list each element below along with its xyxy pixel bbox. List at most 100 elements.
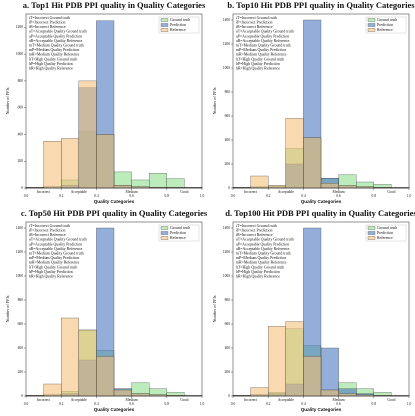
legend-label: Reference <box>377 236 393 240</box>
panel: a. Top1 Hit PDB PPI quality in Quality C… <box>5 0 206 204</box>
category-label: Good <box>180 190 188 194</box>
panel-title: b. Top10 Hit PDB PPI quality in Quality … <box>227 0 415 10</box>
y-tick-label: 800 <box>225 90 231 94</box>
y-tick-label: 200 <box>18 370 24 374</box>
x-tick-label: 1.0 <box>407 402 412 406</box>
y-tick-label: 1400 <box>16 226 23 230</box>
key-entry: iR=Incorrect Reference <box>236 25 273 29</box>
panel: c. Top50 Hit PDB PPI quality in Quality … <box>5 208 208 412</box>
legend-box <box>365 16 407 34</box>
plot-frame <box>25 13 203 189</box>
bar <box>113 389 132 397</box>
key-entry: aP=Acceptable Quality Prediction <box>236 242 289 246</box>
y-tick-label: 1000 <box>16 52 23 56</box>
y-axis-label: Number of PPIs <box>5 295 10 322</box>
key-entry: aT=Acceptable Quality Ground truth <box>236 238 294 242</box>
panel-title: a. Top1 Hit PDB PPI quality in Quality C… <box>23 0 206 10</box>
category-label: Medium <box>333 398 345 402</box>
y-tick-label: 600 <box>18 322 24 326</box>
legend-label: Reference <box>170 28 186 32</box>
legend-swatch <box>160 226 169 230</box>
legend-label: Prediction <box>170 23 186 27</box>
panel-title: d. Top100 Hit PDB PPI quality in Quality… <box>225 208 415 218</box>
key-entry: hR=High Quality Reference <box>29 274 73 278</box>
x-tick-label: 0.0 <box>24 402 29 406</box>
y-tick-label: 1200 <box>223 42 230 46</box>
key-entry: iT=Incorrect Ground truth <box>236 224 277 228</box>
bar <box>285 118 304 189</box>
legend-label: Reference <box>377 28 393 32</box>
category-label: Good <box>387 398 395 402</box>
key-entry: mT=Medium Quality Ground truth <box>236 251 291 255</box>
y-tick-label: 200 <box>225 162 231 166</box>
bar <box>96 134 115 189</box>
key-entry: mP=Medium Quality Prediction <box>236 256 286 260</box>
legend-swatch <box>160 18 169 22</box>
y-tick-label: 800 <box>18 298 24 302</box>
key-entry: iP=Incorrect Prediction <box>29 20 65 24</box>
panel-title: c. Top50 Hit PDB PPI quality in Quality … <box>21 208 208 218</box>
bar <box>250 387 269 397</box>
plot-frame <box>25 221 203 397</box>
y-tick-label: 0 <box>228 394 230 398</box>
legend-swatch <box>160 28 169 32</box>
key-entry: hT=High Quality Ground truth <box>236 57 284 61</box>
key-entry: aR=Acceptable Quality Reference <box>29 39 83 43</box>
x-tick-label: 0.4 <box>94 402 99 406</box>
y-tick-label: 1200 <box>16 25 23 29</box>
key-entry: iR=Incorrect Reference <box>29 25 66 29</box>
bar <box>61 138 79 189</box>
bar <box>250 175 269 189</box>
x-tick-label: 0.6 <box>129 194 134 198</box>
x-tick-label: 0.4 <box>301 194 306 198</box>
category-label: Incorrect <box>37 398 50 402</box>
y-tick-label: 800 <box>18 79 24 83</box>
y-tick-label: 1000 <box>223 66 230 70</box>
x-tick-label: 0.8 <box>165 402 170 406</box>
key-entry: iT=Incorrect Ground truth <box>236 16 277 20</box>
x-axis-label: Quality Categories <box>301 199 342 204</box>
key-entry: aR=Acceptable Quality Reference <box>236 247 290 251</box>
bar <box>320 183 339 189</box>
bar <box>78 80 97 189</box>
panel: d. Top100 Hit PDB PPI quality in Quality… <box>212 208 415 412</box>
key-entry: iR=Incorrect Reference <box>236 233 273 237</box>
key-entry: hP=High Quality Prediction <box>29 270 73 274</box>
y-tick-label: 200 <box>18 159 24 163</box>
y-tick-label: 1400 <box>223 18 230 22</box>
category-label: Incorrect <box>244 190 257 194</box>
category-label: Acceptable <box>278 398 295 402</box>
key-entry: iP=Incorrect Prediction <box>29 228 65 232</box>
x-axis-label: Quality Categories <box>301 407 342 412</box>
y-tick-label: 400 <box>225 346 231 350</box>
x-tick-label: 0.8 <box>372 194 377 198</box>
key-entry: iT=Incorrect Ground truth <box>29 16 70 20</box>
bar <box>43 383 62 397</box>
x-tick-label: 0.2 <box>266 402 271 406</box>
category-label: Acceptable <box>278 190 295 194</box>
key-entry: iR=Incorrect Reference <box>29 233 66 237</box>
plot-frame <box>232 221 410 397</box>
key-entry: hT=High Quality Ground truth <box>236 265 284 269</box>
key-entry: hT=High Quality Ground truth <box>29 57 77 61</box>
category-label: Medium <box>333 190 345 194</box>
legend-label: Ground truth <box>377 18 397 22</box>
y-tick-label: 600 <box>18 106 24 110</box>
key-entry: aP=Acceptable Quality Prediction <box>236 34 289 38</box>
key-entry: iP=Incorrect Prediction <box>236 228 272 232</box>
legend-swatch <box>160 231 169 235</box>
legend-label: Reference <box>170 236 186 240</box>
legend-label: Prediction <box>170 231 186 235</box>
legend-swatch <box>367 28 376 32</box>
category-label: Acceptable <box>71 398 88 402</box>
x-tick-label: 0.2 <box>59 194 64 198</box>
x-tick-label: 0.0 <box>231 402 236 406</box>
y-tick-label: 1000 <box>223 274 230 278</box>
bar <box>113 185 132 189</box>
panel: b. Top10 Hit PDB PPI quality in Quality … <box>212 0 415 204</box>
legend-box <box>365 224 407 242</box>
y-axis-label: Number of PPIs <box>212 87 217 114</box>
legend-swatch <box>367 226 376 230</box>
bar <box>96 356 115 397</box>
key-entry: mR=Medium Quality Reference <box>236 53 287 57</box>
